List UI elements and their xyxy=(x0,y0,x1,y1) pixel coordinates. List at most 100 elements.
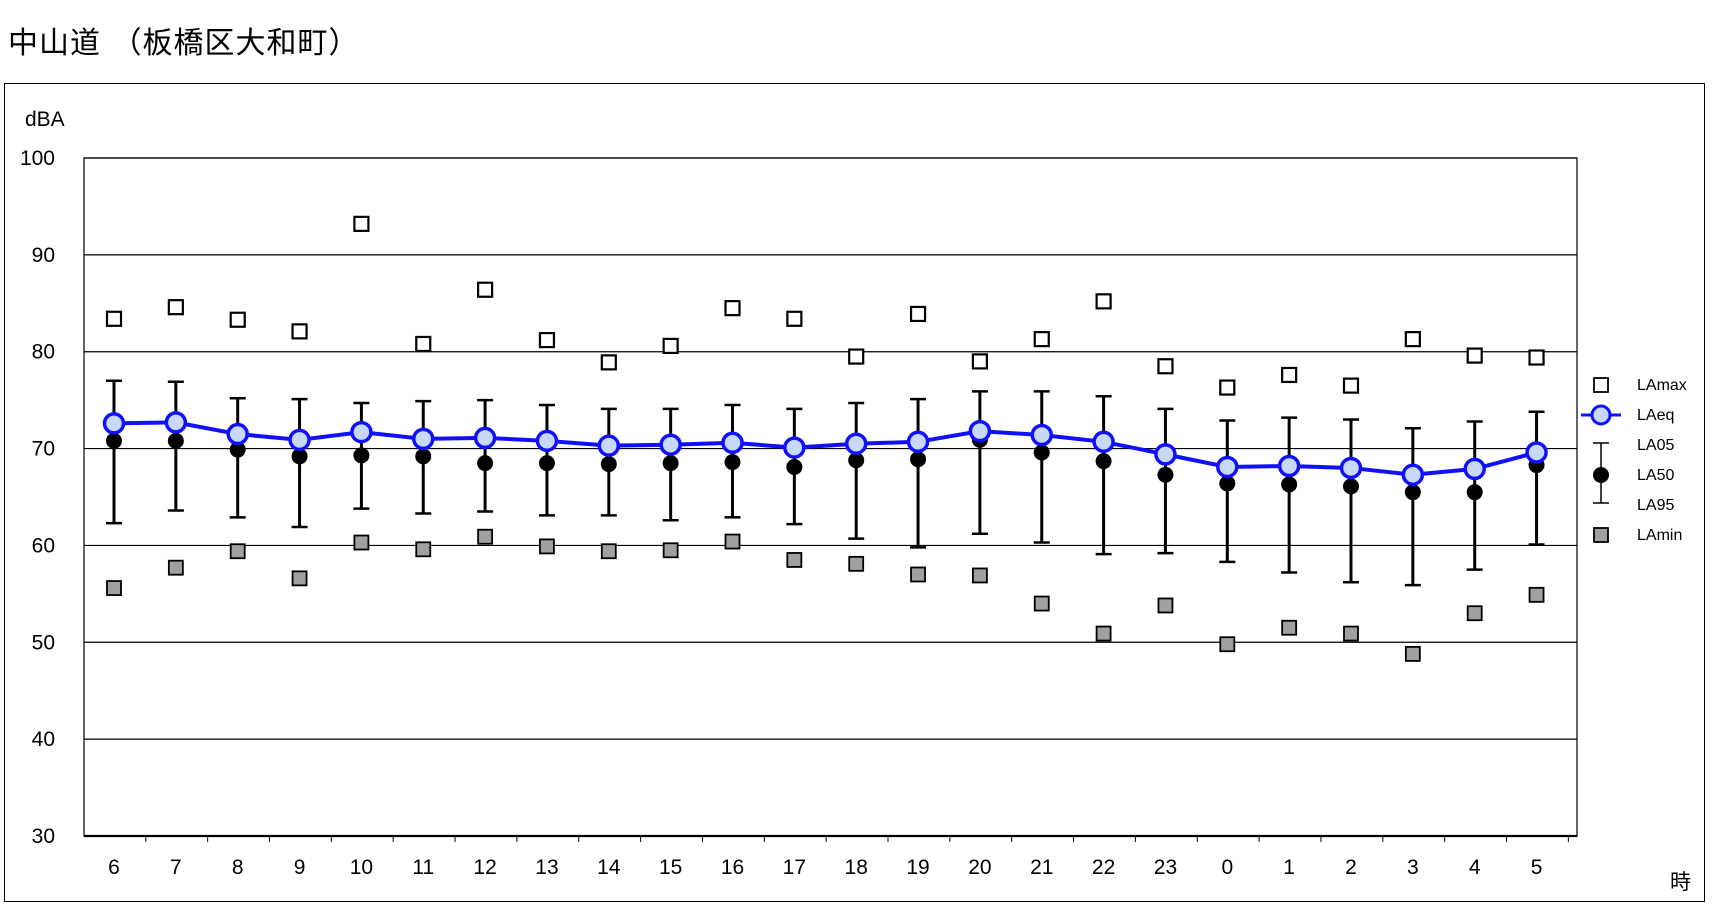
legend-lamax-marker xyxy=(1593,377,1609,393)
x-tick-label: 7 xyxy=(170,856,182,879)
lamin-point xyxy=(972,567,988,584)
laeq-point xyxy=(1154,443,1177,466)
la50-point xyxy=(910,451,927,468)
laeq-point xyxy=(659,433,682,456)
lamax-point xyxy=(909,305,927,323)
x-tick-label: 20 xyxy=(968,856,991,879)
x-tick-label: 8 xyxy=(232,856,244,879)
la50-point xyxy=(106,432,122,449)
la50-point xyxy=(538,455,555,472)
laeq-point xyxy=(597,434,621,457)
la50-point xyxy=(662,455,679,472)
la50-point xyxy=(1033,444,1050,461)
x-tick-label: 9 xyxy=(294,856,306,879)
la50-point xyxy=(1157,466,1174,483)
lamin-point xyxy=(353,534,370,551)
y-axis-label: dBA xyxy=(25,108,65,131)
la50-point xyxy=(291,448,308,465)
y-axis-ticks: 30 40 50 60 70 80 90 100 xyxy=(20,147,55,848)
laeq-point xyxy=(721,431,744,455)
x-tick-label: 1 xyxy=(1283,856,1295,879)
legend-label-la50: LA50 xyxy=(1637,467,1674,484)
la50-point xyxy=(167,432,184,449)
lamin-point xyxy=(1281,619,1298,636)
laeq-point xyxy=(535,429,559,453)
lamax-point xyxy=(1033,331,1050,348)
lamax-point xyxy=(1157,358,1174,375)
la50-point xyxy=(477,455,494,472)
x-tick-label: 2 xyxy=(1345,856,1357,879)
lamin-point xyxy=(1528,586,1545,603)
la50-point xyxy=(600,456,617,473)
lamin-point xyxy=(1466,605,1483,622)
lamax-point xyxy=(538,331,556,349)
lamax-point xyxy=(105,310,123,327)
la50-point xyxy=(1404,484,1421,501)
x-tick-label: 23 xyxy=(1154,856,1177,879)
lamax-point xyxy=(1281,366,1298,384)
x-tick-label: 14 xyxy=(597,856,621,879)
lamin-point xyxy=(724,533,741,550)
x-tick-label: 3 xyxy=(1407,856,1419,879)
chart-frame: 30 40 50 60 70 80 90 100 6 7 8 9 10 11 12 13 14 15 16 17 18… xyxy=(4,83,1705,902)
x-tick-label: 13 xyxy=(535,856,558,879)
legend-label-lamin: LAmin xyxy=(1637,527,1682,544)
lamin-point xyxy=(229,543,246,560)
page-title: 中山道 （板橋区大和町） xyxy=(8,26,360,61)
error-bars xyxy=(106,379,1545,587)
legend-la50-marker xyxy=(1593,467,1609,483)
lamin-point xyxy=(910,566,926,583)
lamin-point xyxy=(1095,625,1112,642)
lamax-point xyxy=(229,311,246,328)
lamax-point xyxy=(786,310,803,327)
laeq-point xyxy=(1339,456,1363,480)
la50-point xyxy=(786,458,803,475)
lamax-point xyxy=(415,335,432,353)
x-tick-label: 15 xyxy=(659,856,682,879)
x-tick-label: 11 xyxy=(412,856,434,879)
lamin-point xyxy=(167,559,184,576)
y-tick-label: 50 xyxy=(32,631,55,654)
lamin-point xyxy=(1404,646,1421,662)
la50-point xyxy=(1466,484,1483,501)
la50-point xyxy=(1343,478,1359,495)
la50-point xyxy=(353,447,370,464)
laeq-point xyxy=(1030,423,1053,447)
la50-point xyxy=(229,441,246,458)
laeq-point xyxy=(226,422,249,446)
laeq-point xyxy=(1525,441,1548,464)
laeq-point xyxy=(1216,455,1239,479)
legend: LAmax LAeq LA05 LA50 LA95 LAmin xyxy=(1581,377,1687,544)
x-axis-ticks: 6 7 8 9 10 11 12 13 14 15 16 17 18 19 20 21 22 23 0 1 2 3 4 5 xyxy=(108,836,1569,879)
x-tick-label: 18 xyxy=(845,856,868,879)
plot-area xyxy=(83,157,1578,837)
lamin-point xyxy=(848,555,865,572)
legend-label-la05: LA05 xyxy=(1637,437,1674,454)
y-tick-label: 70 xyxy=(32,438,55,461)
lamin-point xyxy=(1219,636,1236,653)
x-tick-label: 5 xyxy=(1531,856,1543,879)
laeq-point xyxy=(1463,457,1486,481)
lamax-point xyxy=(1095,293,1112,310)
x-tick-label: 19 xyxy=(906,856,929,879)
lamin-point xyxy=(291,570,308,587)
x-tick-label: 17 xyxy=(783,856,806,879)
lamin-point xyxy=(415,541,432,558)
x-tick-label: 16 xyxy=(721,856,744,879)
lamin-point xyxy=(1343,625,1359,642)
lamax-point xyxy=(1219,379,1236,396)
laeq-point xyxy=(1277,454,1301,478)
x-tick-label: 22 xyxy=(1092,856,1115,879)
lamax-point xyxy=(167,299,184,316)
la50-point xyxy=(1219,475,1236,492)
y-tick-label: 60 xyxy=(32,534,55,557)
lamin-point xyxy=(662,542,679,559)
lamax-point xyxy=(971,353,989,370)
laeq-point xyxy=(1401,463,1425,486)
laeq-point xyxy=(164,411,188,434)
legend-label-lamax: LAmax xyxy=(1637,377,1687,394)
lamax-point xyxy=(291,323,308,340)
x-axis-label: 時 xyxy=(1670,871,1691,894)
lamin-point xyxy=(106,580,122,596)
